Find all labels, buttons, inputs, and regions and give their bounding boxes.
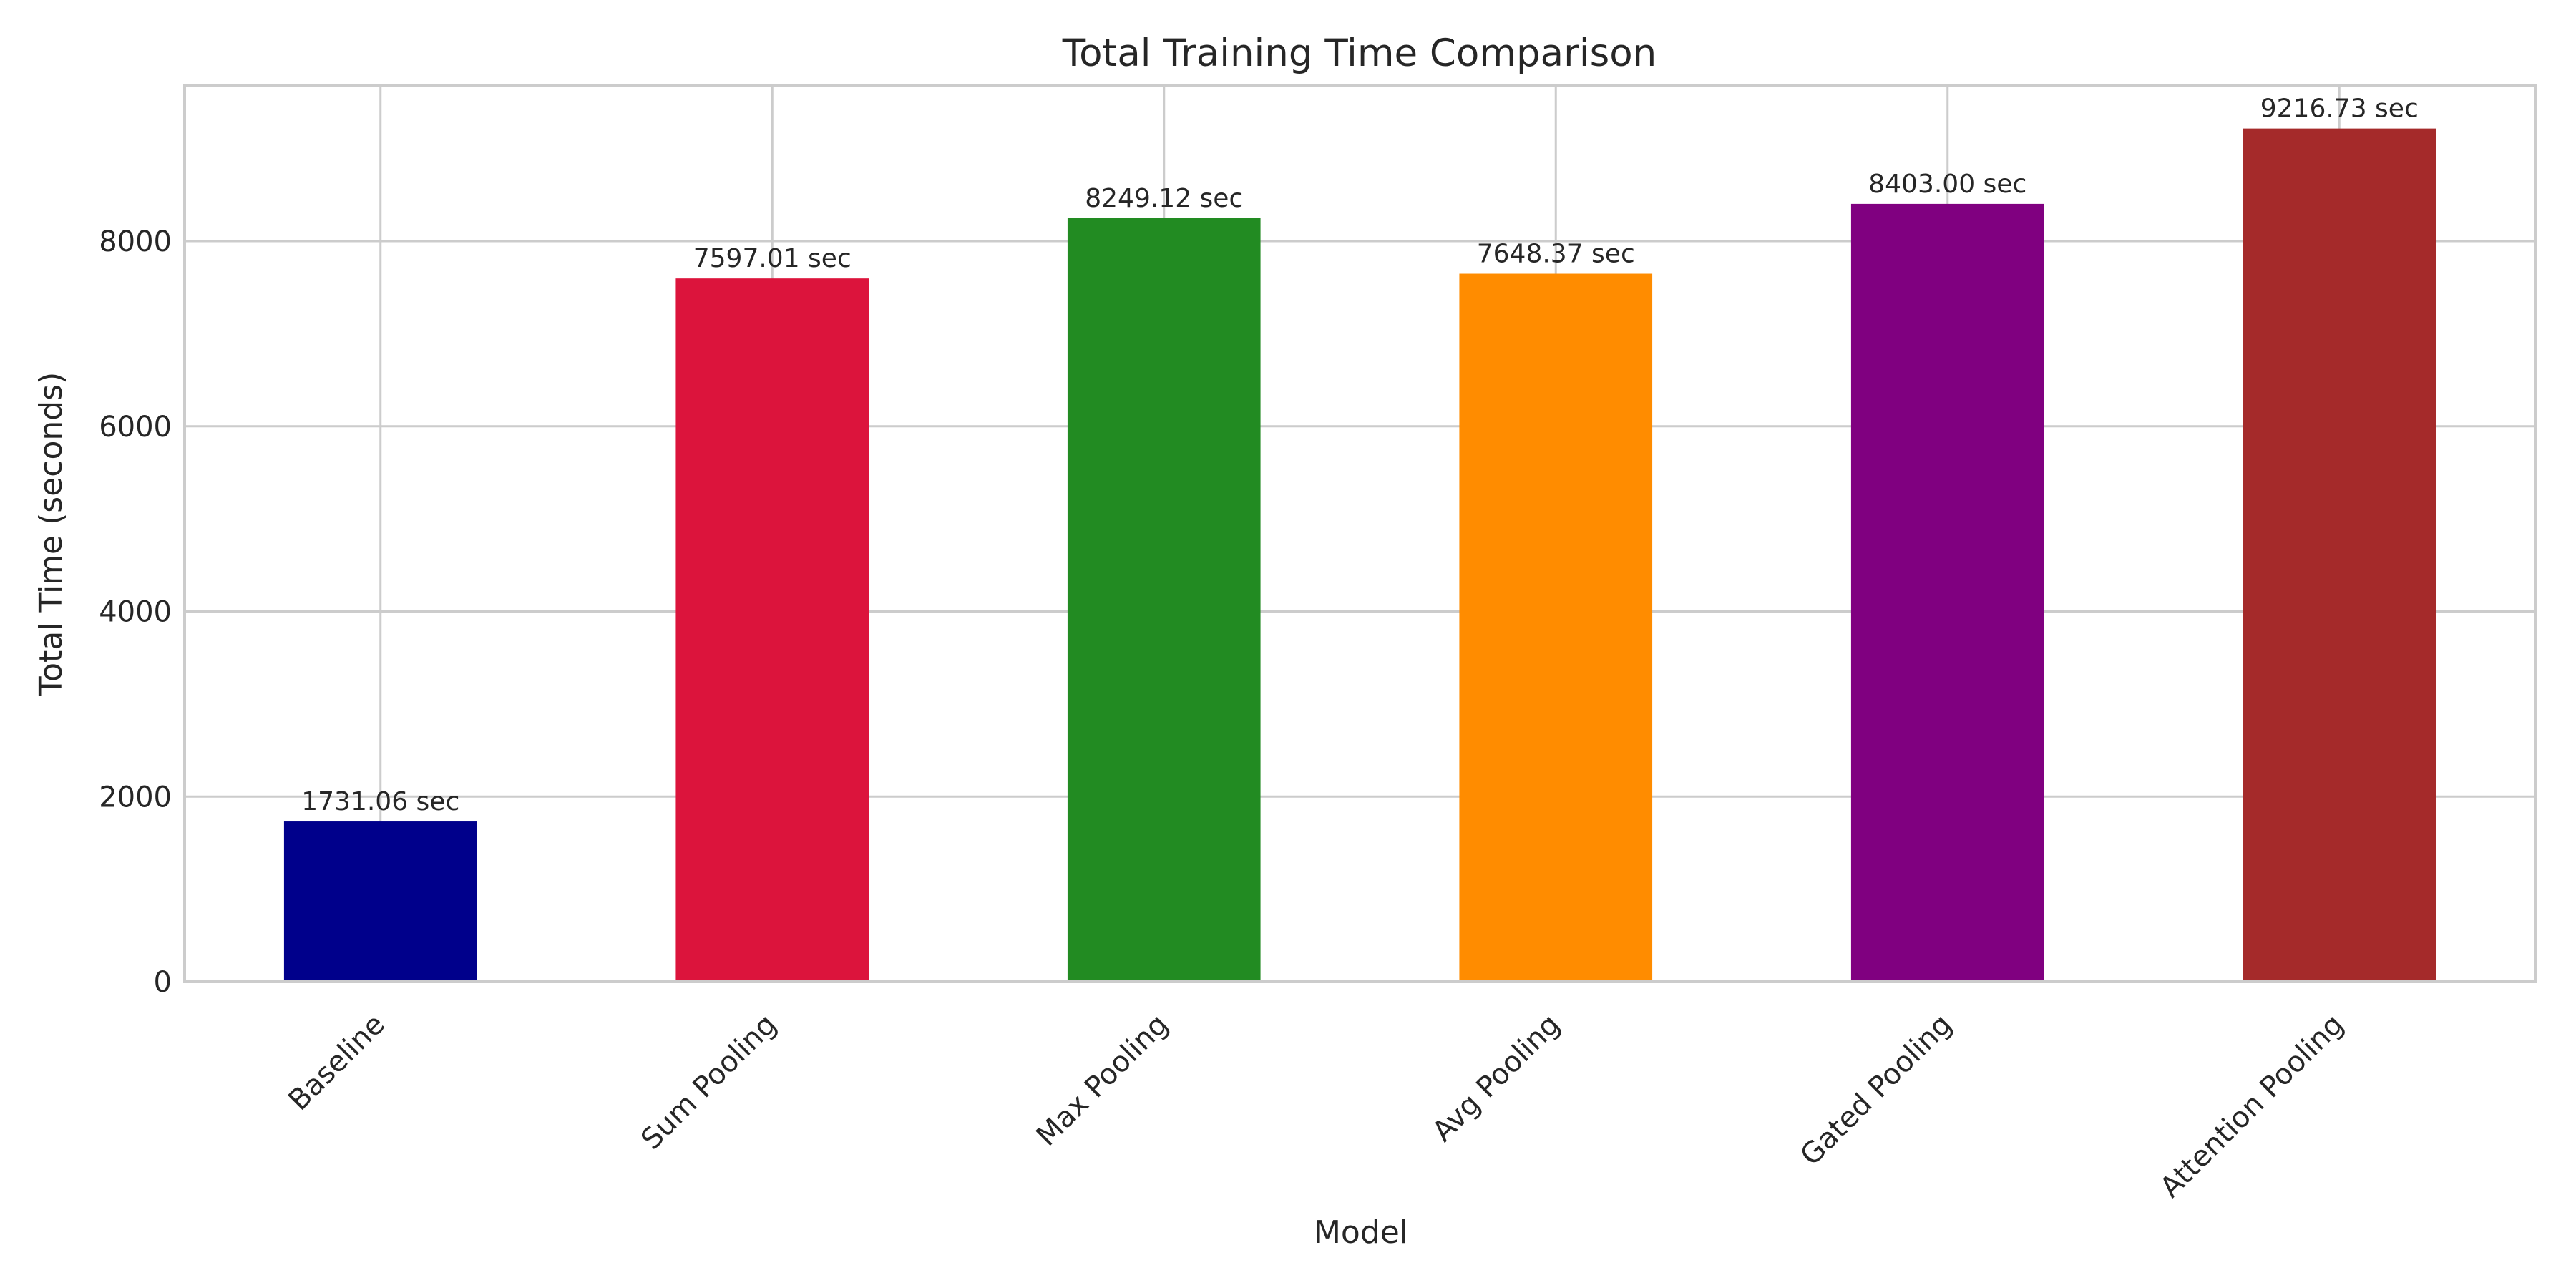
data-labels: 1731.06 sec 7597.01 sec 8249.12 sec 7648.37… — [301, 94, 2419, 816]
bar-baseline — [283, 821, 477, 982]
plot-frame — [183, 84, 2537, 983]
bar-max-pooling — [1067, 218, 1261, 982]
y-tick-label: 8000 — [99, 225, 172, 258]
chart-title: Total Training Time Comparison — [1062, 31, 1657, 75]
y-axis-label: Total Time (seconds) — [33, 372, 69, 697]
x-axis-label: Model — [1314, 1214, 1408, 1251]
x-tick-labels: Baseline Sum Pooling Max Pooling Avg Poolin… — [282, 1008, 2350, 1204]
x-tick-label: Sum Pooling — [635, 1008, 783, 1156]
y-tick-label: 6000 — [99, 411, 172, 444]
x-tick-label: Baseline — [282, 1008, 391, 1117]
y-tick-labels: 0 2000 4000 6000 8000 — [99, 225, 172, 999]
x-tick-label: Max Pooling — [1030, 1008, 1175, 1153]
data-label: 7648.37 sec — [1477, 240, 1635, 269]
x-tick-label: Avg Pooling — [1426, 1008, 1566, 1148]
y-tick-label: 0 — [154, 966, 172, 999]
data-label: 9216.73 sec — [2260, 94, 2419, 124]
bar-sum-pooling — [675, 278, 869, 982]
bar-gated-pooling — [1850, 203, 2044, 982]
y-tick-label: 2000 — [99, 781, 172, 814]
data-label: 1731.06 sec — [301, 787, 459, 816]
y-tick-label: 4000 — [99, 596, 172, 629]
x-tick-label: Attention Pooling — [2154, 1008, 2350, 1204]
data-label: 8403.00 sec — [1868, 170, 2026, 199]
data-label: 8249.12 sec — [1085, 184, 1243, 213]
bars — [283, 128, 2436, 982]
bar-attention-pooling — [2243, 128, 2436, 982]
grid-lines — [185, 86, 2535, 983]
x-tick-label: Gated Pooling — [1794, 1008, 1958, 1172]
data-label: 7597.01 sec — [693, 244, 852, 273]
bar-avg-pooling — [1459, 273, 1653, 982]
